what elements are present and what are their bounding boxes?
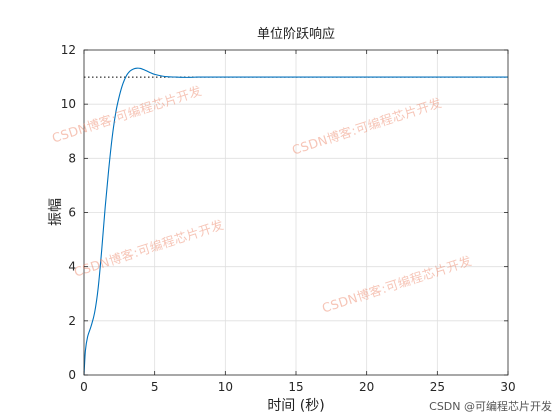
- x-tick-label: 25: [430, 380, 445, 394]
- y-tick-label: 8: [68, 151, 76, 165]
- axis-ticks: [83, 49, 509, 376]
- y-tick-label: 2: [68, 314, 76, 328]
- series-layer: [83, 67, 508, 376]
- y-tick-label: 12: [61, 43, 76, 57]
- x-tick-label: 10: [218, 380, 233, 394]
- x-axis-label: 时间 (秒): [267, 398, 324, 414]
- x-tick-label: 5: [151, 380, 159, 394]
- grid-lines: [84, 50, 508, 375]
- y-axis-label: 振幅: [48, 198, 64, 226]
- y-tick-label: 0: [68, 368, 76, 382]
- x-tick-label: 0: [80, 380, 88, 394]
- x-tick-label: 30: [500, 380, 515, 394]
- y-tick-label: 4: [68, 260, 76, 274]
- y-tick-label: 10: [61, 97, 76, 111]
- y-tick-labels: 0 2 4 6 8 10 12: [61, 43, 76, 382]
- footer-credit: CSDN @可编程芯片开发: [429, 400, 552, 413]
- y-tick-label: 6: [68, 206, 76, 220]
- x-tick-labels: 0 5 10 15 20 25 30: [80, 380, 515, 394]
- x-tick-label: 20: [359, 380, 374, 394]
- chart-title: 单位阶跃响应: [257, 26, 335, 42]
- x-tick-label: 15: [288, 380, 303, 394]
- step-response-line: [83, 67, 508, 376]
